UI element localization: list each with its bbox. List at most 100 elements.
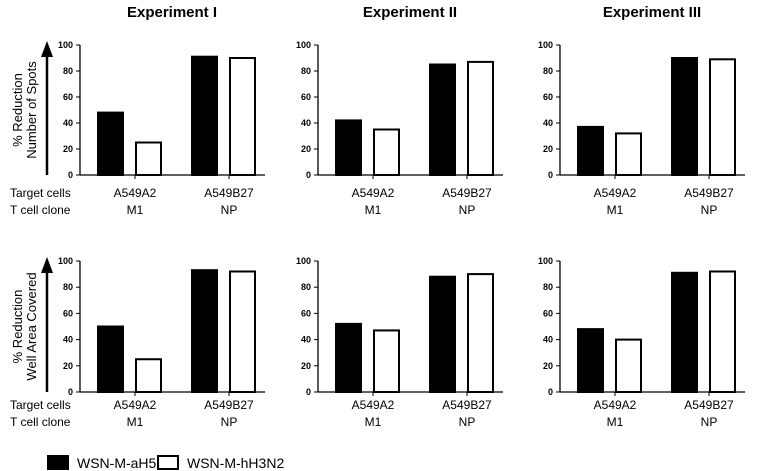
y-tick-label: 0 bbox=[68, 170, 73, 180]
y-tick-label: 40 bbox=[301, 335, 311, 345]
y-tick-label: 80 bbox=[543, 66, 553, 76]
legend-swatch bbox=[157, 455, 179, 470]
y-axis-label: % Reduction bbox=[10, 290, 25, 364]
target-cell-label: A549A2 bbox=[594, 186, 637, 200]
y-tick-label: 100 bbox=[296, 40, 311, 50]
bar-hh3n2 bbox=[135, 141, 162, 176]
experiment-title: Experiment II bbox=[363, 4, 457, 21]
bar-ah5n1 bbox=[191, 55, 218, 177]
bar-ah5n1 bbox=[191, 269, 218, 394]
y-tick-label: 100 bbox=[58, 256, 73, 266]
bar-ah5n1 bbox=[429, 63, 456, 176]
t-cell-clone-value: NP bbox=[221, 415, 238, 429]
y-tick-label: 40 bbox=[301, 118, 311, 128]
y-tick-label: 0 bbox=[548, 387, 553, 397]
y-tick-label: 60 bbox=[543, 308, 553, 318]
y-tick-label: 80 bbox=[63, 66, 73, 76]
target-cells-label: Target cells bbox=[10, 186, 71, 200]
bar-hh3n2 bbox=[373, 329, 400, 393]
bar-ah5n1 bbox=[671, 57, 698, 176]
y-tick-label: 40 bbox=[63, 335, 73, 345]
legend-label: WSN-M-hH3N2 bbox=[187, 455, 284, 471]
y-tick-label: 20 bbox=[63, 361, 73, 371]
t-cell-clone-value: M1 bbox=[365, 415, 382, 429]
experiment-title: Experiment III bbox=[603, 4, 701, 21]
y-tick-label: 100 bbox=[58, 40, 73, 50]
y-tick-label: 80 bbox=[543, 282, 553, 292]
target-cell-label: A549B27 bbox=[442, 186, 492, 200]
bar-hh3n2 bbox=[373, 128, 400, 176]
legend-label: WSN-M-aH5N1 bbox=[77, 455, 174, 471]
y-tick-label: 80 bbox=[301, 282, 311, 292]
arrow-up-icon bbox=[41, 41, 53, 57]
target-cell-label: A549A2 bbox=[352, 398, 395, 412]
t-cell-clone-label: T cell clone bbox=[10, 203, 71, 217]
bar-ah5n1 bbox=[577, 328, 604, 393]
t-cell-clone-value: M1 bbox=[607, 415, 624, 429]
y-tick-label: 0 bbox=[548, 170, 553, 180]
y-tick-label: 80 bbox=[63, 282, 73, 292]
y-tick-label: 100 bbox=[296, 256, 311, 266]
y-tick-label: 40 bbox=[543, 335, 553, 345]
experiment-title: Experiment I bbox=[127, 4, 217, 21]
y-tick-label: 20 bbox=[543, 144, 553, 154]
t-cell-clone-value: NP bbox=[701, 203, 718, 217]
target-cell-label: A549A2 bbox=[352, 186, 395, 200]
bar-ah5n1 bbox=[429, 275, 456, 393]
target-cells-label: Target cells bbox=[10, 398, 71, 412]
t-cell-clone-value: M1 bbox=[127, 415, 144, 429]
bar-ah5n1 bbox=[577, 125, 604, 176]
y-tick-label: 40 bbox=[63, 118, 73, 128]
legend-swatch bbox=[47, 455, 69, 470]
target-cell-label: A549A2 bbox=[114, 398, 157, 412]
y-axis-label: Well Area Covered bbox=[24, 272, 39, 380]
y-axis-label: Number of Spots bbox=[24, 61, 39, 159]
bar-hh3n2 bbox=[615, 132, 642, 176]
target-cell-label: A549B27 bbox=[684, 398, 734, 412]
t-cell-clone-value: M1 bbox=[127, 203, 144, 217]
y-tick-label: 100 bbox=[538, 256, 553, 266]
arrow-up-icon bbox=[41, 257, 53, 273]
y-tick-label: 20 bbox=[301, 144, 311, 154]
target-cell-label: A549B27 bbox=[204, 398, 254, 412]
y-tick-label: 20 bbox=[301, 361, 311, 371]
y-tick-label: 0 bbox=[306, 387, 311, 397]
y-tick-label: 60 bbox=[301, 308, 311, 318]
bar-ah5n1 bbox=[97, 111, 124, 176]
y-tick-label: 60 bbox=[543, 92, 553, 102]
bar-hh3n2 bbox=[709, 58, 736, 176]
bar-hh3n2 bbox=[229, 270, 256, 394]
t-cell-clone-value: NP bbox=[459, 203, 476, 217]
bar-hh3n2 bbox=[135, 358, 162, 393]
y-tick-label: 60 bbox=[63, 92, 73, 102]
y-tick-label: 20 bbox=[543, 361, 553, 371]
t-cell-clone-value: NP bbox=[701, 415, 718, 429]
bar-hh3n2 bbox=[615, 338, 642, 394]
y-tick-label: 40 bbox=[543, 118, 553, 128]
target-cell-label: A549A2 bbox=[594, 398, 637, 412]
y-tick-label: 60 bbox=[301, 92, 311, 102]
bar-ah5n1 bbox=[335, 322, 362, 394]
y-tick-label: 20 bbox=[63, 144, 73, 154]
target-cell-label: A549A2 bbox=[114, 186, 157, 200]
bar-ah5n1 bbox=[335, 119, 362, 176]
t-cell-clone-value: M1 bbox=[607, 203, 624, 217]
bar-hh3n2 bbox=[229, 57, 256, 176]
target-cell-label: A549B27 bbox=[442, 398, 492, 412]
y-axis-label: % Reduction bbox=[10, 73, 25, 147]
t-cell-clone-value: NP bbox=[459, 415, 476, 429]
t-cell-clone-value: M1 bbox=[365, 203, 382, 217]
target-cell-label: A549B27 bbox=[204, 186, 254, 200]
bar-ah5n1 bbox=[671, 271, 698, 394]
bar-hh3n2 bbox=[467, 273, 494, 394]
bar-ah5n1 bbox=[97, 325, 124, 393]
bar-hh3n2 bbox=[467, 60, 494, 176]
target-cell-label: A549B27 bbox=[684, 186, 734, 200]
y-tick-label: 0 bbox=[68, 387, 73, 397]
y-tick-label: 80 bbox=[301, 66, 311, 76]
bar-hh3n2 bbox=[709, 270, 736, 394]
t-cell-clone-label: T cell clone bbox=[10, 415, 71, 429]
y-tick-label: 100 bbox=[538, 40, 553, 50]
t-cell-clone-value: NP bbox=[221, 203, 238, 217]
